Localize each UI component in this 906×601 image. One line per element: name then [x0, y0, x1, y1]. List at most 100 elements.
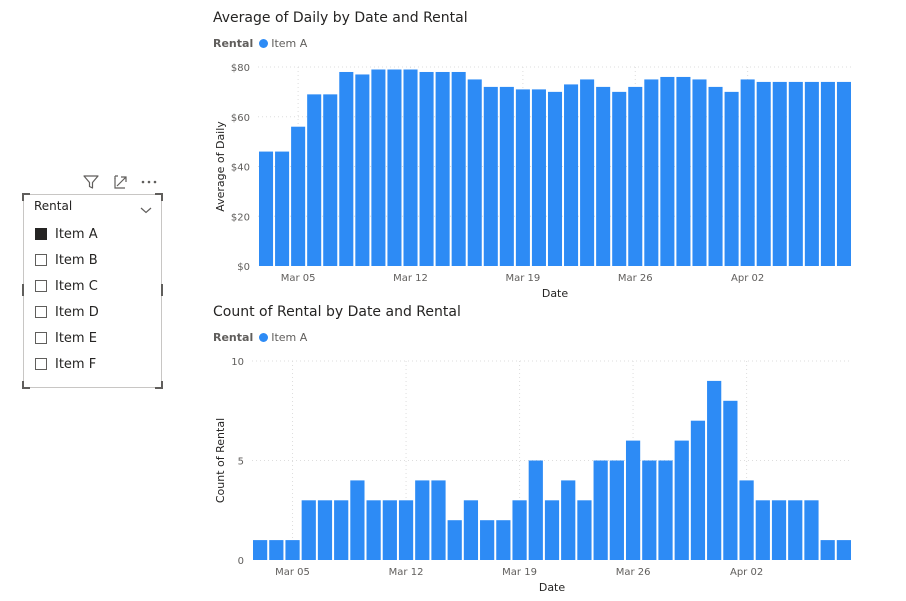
bar[interactable] — [593, 460, 608, 561]
bar[interactable] — [350, 480, 365, 560]
bar[interactable] — [739, 480, 754, 560]
bar[interactable] — [740, 79, 755, 266]
bar[interactable] — [447, 520, 462, 560]
slicer-item[interactable]: Item E — [35, 325, 99, 351]
bar[interactable] — [499, 86, 514, 267]
bar[interactable] — [483, 86, 498, 267]
bar[interactable] — [387, 69, 402, 266]
bar[interactable] — [772, 81, 787, 266]
checkbox[interactable] — [35, 306, 47, 318]
bar[interactable] — [612, 91, 627, 266]
bar[interactable] — [756, 81, 771, 266]
bar[interactable] — [596, 86, 611, 267]
bar[interactable] — [564, 84, 579, 266]
bar[interactable] — [451, 71, 466, 266]
bar[interactable] — [723, 400, 738, 560]
bar[interactable] — [463, 500, 479, 560]
legend-item[interactable]: Item A — [271, 37, 308, 50]
bar[interactable] — [371, 69, 386, 266]
bar[interactable] — [339, 71, 354, 266]
resize-handle[interactable] — [22, 193, 30, 195]
bar[interactable] — [301, 500, 316, 560]
resize-handle[interactable] — [161, 193, 163, 201]
slicer-item[interactable]: Item F — [35, 351, 99, 377]
bar[interactable] — [259, 151, 274, 266]
bar[interactable] — [788, 81, 803, 266]
resize-handle[interactable] — [22, 284, 24, 296]
bar[interactable] — [253, 540, 268, 560]
bar[interactable] — [708, 86, 723, 267]
bar[interactable] — [467, 79, 482, 266]
bar[interactable] — [275, 151, 290, 266]
resize-handle[interactable] — [22, 387, 30, 389]
bar[interactable] — [628, 86, 643, 267]
bar[interactable] — [804, 81, 819, 266]
resize-handle[interactable] — [22, 381, 24, 389]
bar[interactable] — [804, 500, 819, 560]
bar[interactable] — [755, 500, 770, 560]
bar[interactable] — [334, 500, 349, 560]
bar[interactable] — [496, 520, 511, 560]
bar[interactable] — [820, 540, 835, 560]
bar[interactable] — [285, 540, 300, 560]
checkbox[interactable] — [35, 358, 47, 370]
bar[interactable] — [690, 420, 706, 560]
bar[interactable] — [403, 69, 418, 266]
resize-handle[interactable] — [22, 193, 24, 201]
bar[interactable] — [580, 79, 595, 266]
bar[interactable] — [547, 91, 563, 266]
bar[interactable] — [771, 500, 787, 560]
bar[interactable] — [724, 91, 739, 266]
checkbox[interactable] — [35, 254, 47, 266]
bar[interactable] — [609, 460, 624, 561]
checkbox[interactable] — [35, 332, 47, 344]
bar[interactable] — [544, 500, 560, 560]
filter-icon[interactable] — [82, 173, 100, 191]
bar[interactable] — [642, 460, 657, 561]
resize-handle[interactable] — [161, 381, 163, 389]
checkbox[interactable] — [35, 280, 47, 292]
bar[interactable] — [625, 440, 641, 560]
slicer-item[interactable]: Item D — [35, 299, 99, 325]
bar[interactable] — [577, 500, 592, 560]
bar[interactable] — [435, 71, 450, 266]
bar[interactable] — [323, 94, 338, 266]
bar[interactable] — [419, 71, 434, 266]
bar[interactable] — [398, 500, 414, 560]
bar[interactable] — [836, 540, 851, 560]
bar[interactable] — [515, 89, 530, 266]
bar[interactable] — [366, 500, 381, 560]
bar[interactable] — [836, 81, 851, 266]
slicer-item[interactable]: Item C — [35, 273, 99, 299]
bar[interactable] — [307, 94, 322, 266]
bar[interactable] — [658, 460, 673, 561]
bar[interactable] — [674, 440, 689, 560]
bar[interactable] — [531, 89, 546, 266]
checkbox[interactable] — [35, 228, 47, 240]
resize-handle[interactable] — [155, 193, 163, 195]
bar[interactable] — [480, 520, 495, 560]
slicer-item[interactable]: Item A — [35, 221, 99, 247]
average-daily-chart[interactable]: Average of Daily by Date and Rental Rent… — [206, 10, 906, 305]
bar[interactable] — [561, 480, 576, 560]
bar[interactable] — [788, 500, 803, 560]
count-rental-chart[interactable]: Count of Rental by Date and Rental Renta… — [206, 304, 906, 601]
more-options-icon[interactable] — [140, 173, 158, 191]
legend-item[interactable]: Item A — [271, 331, 308, 344]
bar[interactable] — [820, 81, 835, 266]
focus-mode-icon[interactable] — [112, 173, 130, 191]
bar[interactable] — [415, 480, 430, 560]
rental-slicer[interactable]: Rental Item A Item B Item C Item D Item … — [22, 193, 163, 389]
bar[interactable] — [355, 74, 370, 267]
bar[interactable] — [660, 76, 675, 266]
bar[interactable] — [692, 79, 707, 266]
bar[interactable] — [317, 500, 333, 560]
resize-handle[interactable] — [155, 387, 163, 389]
bar[interactable] — [676, 76, 691, 266]
resize-handle[interactable] — [161, 284, 163, 296]
bar[interactable] — [512, 500, 527, 560]
bar[interactable] — [269, 540, 284, 560]
bar[interactable] — [431, 480, 446, 560]
chevron-down-icon[interactable] — [139, 200, 153, 214]
bar[interactable] — [528, 460, 543, 561]
